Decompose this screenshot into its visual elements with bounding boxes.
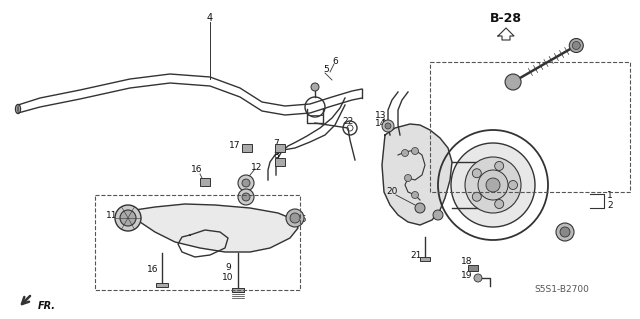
Text: 12: 12 (252, 162, 262, 172)
Text: 6: 6 (332, 56, 338, 65)
Bar (420, 257, 430, 261)
Circle shape (242, 179, 250, 187)
Text: FR.: FR. (38, 301, 56, 311)
Circle shape (472, 169, 481, 178)
Circle shape (570, 39, 583, 53)
Text: 8: 8 (273, 151, 279, 160)
Circle shape (433, 210, 443, 220)
Text: 3: 3 (555, 226, 561, 235)
Text: 5: 5 (323, 65, 329, 75)
Circle shape (115, 205, 141, 231)
Circle shape (120, 210, 136, 226)
Text: 16: 16 (191, 166, 203, 174)
Polygon shape (382, 124, 452, 225)
Circle shape (486, 178, 500, 192)
Text: 7: 7 (273, 139, 279, 149)
Circle shape (495, 199, 504, 209)
Circle shape (572, 41, 580, 49)
Circle shape (556, 223, 574, 241)
Bar (275, 158, 285, 166)
Circle shape (465, 157, 521, 213)
Text: 1: 1 (607, 191, 613, 201)
Bar (430, 62, 630, 192)
Polygon shape (498, 28, 514, 40)
Circle shape (311, 83, 319, 91)
Circle shape (509, 181, 518, 189)
Text: 2: 2 (607, 202, 613, 211)
Circle shape (238, 175, 254, 191)
Text: 18: 18 (461, 256, 473, 265)
Text: 14: 14 (375, 120, 387, 129)
Bar (275, 144, 285, 152)
Bar (232, 288, 244, 292)
Text: 21: 21 (410, 251, 422, 261)
Circle shape (401, 150, 408, 157)
Circle shape (495, 161, 504, 170)
Text: 9: 9 (225, 263, 231, 272)
Text: B-28: B-28 (490, 11, 522, 25)
Circle shape (286, 209, 304, 227)
Bar (242, 144, 252, 152)
Bar (156, 283, 168, 287)
Text: 16: 16 (147, 265, 159, 275)
Circle shape (478, 170, 508, 200)
Circle shape (385, 123, 391, 129)
Text: 19: 19 (461, 271, 473, 280)
Text: 4: 4 (207, 13, 213, 23)
Circle shape (472, 192, 481, 201)
Circle shape (382, 120, 394, 132)
Circle shape (505, 74, 521, 90)
Text: 15: 15 (296, 216, 308, 225)
Circle shape (412, 147, 419, 154)
Text: 20: 20 (387, 188, 397, 197)
Text: 17: 17 (229, 140, 241, 150)
Polygon shape (128, 204, 298, 252)
Ellipse shape (17, 107, 19, 112)
Circle shape (238, 189, 254, 205)
Circle shape (474, 274, 482, 282)
Circle shape (415, 203, 425, 213)
Circle shape (242, 193, 250, 201)
Circle shape (451, 143, 535, 227)
Bar (200, 178, 210, 186)
Circle shape (412, 191, 419, 198)
Text: S5S1-B2700: S5S1-B2700 (534, 285, 589, 293)
Text: 10: 10 (222, 272, 234, 281)
Circle shape (404, 174, 412, 182)
Text: 22: 22 (342, 117, 354, 127)
Circle shape (290, 213, 300, 223)
Bar (95, 195, 300, 290)
Text: 11: 11 (106, 211, 118, 219)
Circle shape (560, 227, 570, 237)
Text: 13: 13 (375, 110, 387, 120)
Bar (468, 265, 478, 271)
